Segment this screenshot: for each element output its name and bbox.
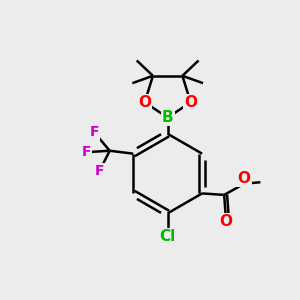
- Text: O: O: [238, 171, 251, 186]
- Text: O: O: [138, 95, 151, 110]
- Text: F: F: [81, 145, 91, 159]
- Text: O: O: [184, 95, 197, 110]
- Text: O: O: [219, 214, 232, 230]
- Text: Cl: Cl: [160, 229, 176, 244]
- Text: F: F: [90, 125, 99, 140]
- Text: F: F: [94, 164, 104, 178]
- Text: B: B: [162, 110, 173, 125]
